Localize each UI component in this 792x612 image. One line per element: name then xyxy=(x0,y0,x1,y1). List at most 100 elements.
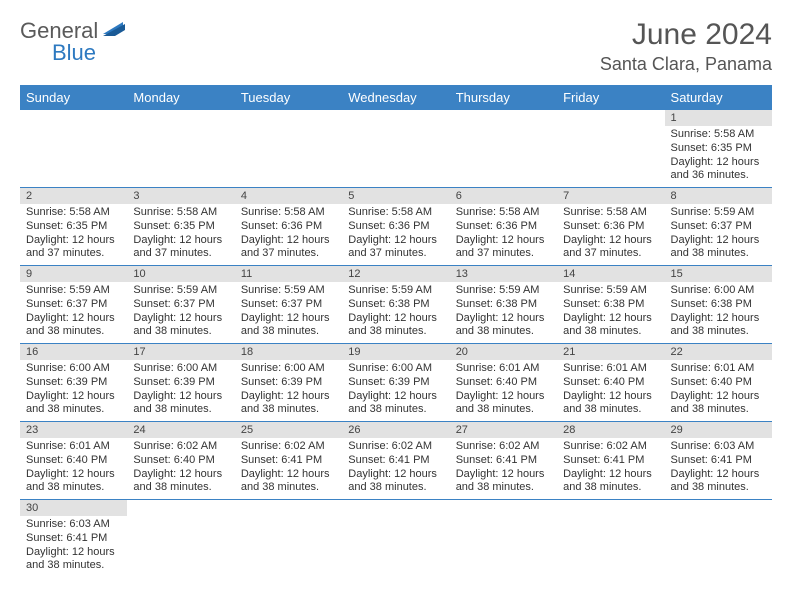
day-number: 18 xyxy=(235,344,342,360)
day-header: Monday xyxy=(127,85,234,110)
calendar-cell: 28Sunrise: 6:02 AMSunset: 6:41 PMDayligh… xyxy=(557,422,664,500)
sunset-line: Sunset: 6:36 PM xyxy=(456,220,551,234)
sunset-line: Sunset: 6:36 PM xyxy=(241,220,336,234)
daylight-line: Daylight: 12 hours and 38 minutes. xyxy=(133,312,228,340)
sunset-line: Sunset: 6:41 PM xyxy=(456,454,551,468)
day-details: Sunrise: 6:00 AMSunset: 6:38 PMDaylight:… xyxy=(665,282,772,343)
day-details: Sunrise: 5:58 AMSunset: 6:35 PMDaylight:… xyxy=(127,204,234,265)
day-number: 10 xyxy=(127,266,234,282)
sunset-line: Sunset: 6:38 PM xyxy=(563,298,658,312)
sunrise-line: Sunrise: 6:01 AM xyxy=(456,362,551,376)
day-details: Sunrise: 5:58 AMSunset: 6:36 PMDaylight:… xyxy=(235,204,342,265)
daylight-line: Daylight: 12 hours and 38 minutes. xyxy=(671,312,766,340)
calendar-cell: 16Sunrise: 6:00 AMSunset: 6:39 PMDayligh… xyxy=(20,344,127,422)
logo-text-blue: Blue xyxy=(52,40,131,66)
day-header: Saturday xyxy=(665,85,772,110)
month-title: June 2024 xyxy=(600,18,772,52)
sunset-line: Sunset: 6:40 PM xyxy=(671,376,766,390)
sunset-line: Sunset: 6:40 PM xyxy=(133,454,228,468)
calendar-cell xyxy=(342,500,449,578)
daylight-line: Daylight: 12 hours and 38 minutes. xyxy=(26,390,121,418)
calendar-cell: 25Sunrise: 6:02 AMSunset: 6:41 PMDayligh… xyxy=(235,422,342,500)
sunset-line: Sunset: 6:37 PM xyxy=(241,298,336,312)
day-details: Sunrise: 6:02 AMSunset: 6:41 PMDaylight:… xyxy=(342,438,449,499)
sunset-line: Sunset: 6:36 PM xyxy=(348,220,443,234)
day-number: 14 xyxy=(557,266,664,282)
calendar-cell: 26Sunrise: 6:02 AMSunset: 6:41 PMDayligh… xyxy=(342,422,449,500)
day-details: Sunrise: 6:02 AMSunset: 6:41 PMDaylight:… xyxy=(235,438,342,499)
sunrise-line: Sunrise: 5:59 AM xyxy=(26,284,121,298)
calendar-cell xyxy=(450,500,557,578)
daylight-line: Daylight: 12 hours and 38 minutes. xyxy=(348,468,443,496)
daylight-line: Daylight: 12 hours and 38 minutes. xyxy=(456,468,551,496)
sunset-line: Sunset: 6:40 PM xyxy=(456,376,551,390)
sunrise-line: Sunrise: 5:58 AM xyxy=(133,206,228,220)
day-number: 22 xyxy=(665,344,772,360)
daylight-line: Daylight: 12 hours and 38 minutes. xyxy=(563,390,658,418)
daylight-line: Daylight: 12 hours and 38 minutes. xyxy=(348,390,443,418)
day-number: 1 xyxy=(665,110,772,126)
sunset-line: Sunset: 6:41 PM xyxy=(26,532,121,546)
day-number: 8 xyxy=(665,188,772,204)
calendar-cell: 30Sunrise: 6:03 AMSunset: 6:41 PMDayligh… xyxy=(20,500,127,578)
day-header: Thursday xyxy=(450,85,557,110)
day-number: 11 xyxy=(235,266,342,282)
daylight-line: Daylight: 12 hours and 38 minutes. xyxy=(456,312,551,340)
day-number: 13 xyxy=(450,266,557,282)
daylight-line: Daylight: 12 hours and 36 minutes. xyxy=(671,156,766,184)
sunset-line: Sunset: 6:35 PM xyxy=(671,142,766,156)
day-details: Sunrise: 6:00 AMSunset: 6:39 PMDaylight:… xyxy=(342,360,449,421)
day-details: Sunrise: 5:59 AMSunset: 6:37 PMDaylight:… xyxy=(127,282,234,343)
day-number: 27 xyxy=(450,422,557,438)
day-details: Sunrise: 6:01 AMSunset: 6:40 PMDaylight:… xyxy=(665,360,772,421)
calendar-cell: 19Sunrise: 6:00 AMSunset: 6:39 PMDayligh… xyxy=(342,344,449,422)
calendar-cell xyxy=(557,110,664,188)
day-details: Sunrise: 6:00 AMSunset: 6:39 PMDaylight:… xyxy=(127,360,234,421)
daylight-line: Daylight: 12 hours and 38 minutes. xyxy=(671,390,766,418)
day-details: Sunrise: 5:59 AMSunset: 6:38 PMDaylight:… xyxy=(557,282,664,343)
sunrise-line: Sunrise: 6:02 AM xyxy=(348,440,443,454)
day-details: Sunrise: 6:02 AMSunset: 6:41 PMDaylight:… xyxy=(450,438,557,499)
location: Santa Clara, Panama xyxy=(600,54,772,75)
day-number: 15 xyxy=(665,266,772,282)
day-number: 12 xyxy=(342,266,449,282)
calendar-cell: 10Sunrise: 5:59 AMSunset: 6:37 PMDayligh… xyxy=(127,266,234,344)
daylight-line: Daylight: 12 hours and 38 minutes. xyxy=(456,390,551,418)
day-details: Sunrise: 6:01 AMSunset: 6:40 PMDaylight:… xyxy=(557,360,664,421)
logo: General Blue xyxy=(20,18,131,66)
sunset-line: Sunset: 6:37 PM xyxy=(133,298,228,312)
calendar-cell: 7Sunrise: 5:58 AMSunset: 6:36 PMDaylight… xyxy=(557,188,664,266)
sunset-line: Sunset: 6:37 PM xyxy=(26,298,121,312)
sunset-line: Sunset: 6:40 PM xyxy=(563,376,658,390)
sunset-line: Sunset: 6:38 PM xyxy=(456,298,551,312)
day-details: Sunrise: 5:58 AMSunset: 6:35 PMDaylight:… xyxy=(665,126,772,187)
day-header: Wednesday xyxy=(342,85,449,110)
calendar-cell xyxy=(235,110,342,188)
calendar-cell: 27Sunrise: 6:02 AMSunset: 6:41 PMDayligh… xyxy=(450,422,557,500)
day-details: Sunrise: 6:03 AMSunset: 6:41 PMDaylight:… xyxy=(665,438,772,499)
sunset-line: Sunset: 6:39 PM xyxy=(348,376,443,390)
day-number: 16 xyxy=(20,344,127,360)
day-details: Sunrise: 6:00 AMSunset: 6:39 PMDaylight:… xyxy=(235,360,342,421)
calendar-cell: 2Sunrise: 5:58 AMSunset: 6:35 PMDaylight… xyxy=(20,188,127,266)
sunrise-line: Sunrise: 6:01 AM xyxy=(563,362,658,376)
calendar-cell: 13Sunrise: 5:59 AMSunset: 6:38 PMDayligh… xyxy=(450,266,557,344)
sunset-line: Sunset: 6:38 PM xyxy=(671,298,766,312)
day-number: 6 xyxy=(450,188,557,204)
sunset-line: Sunset: 6:37 PM xyxy=(671,220,766,234)
day-header: Sunday xyxy=(20,85,127,110)
sunrise-line: Sunrise: 6:03 AM xyxy=(26,518,121,532)
day-number: 24 xyxy=(127,422,234,438)
sunset-line: Sunset: 6:41 PM xyxy=(348,454,443,468)
day-details: Sunrise: 5:59 AMSunset: 6:38 PMDaylight:… xyxy=(342,282,449,343)
calendar-cell xyxy=(342,110,449,188)
calendar-cell: 6Sunrise: 5:58 AMSunset: 6:36 PMDaylight… xyxy=(450,188,557,266)
calendar-cell xyxy=(450,110,557,188)
day-details: Sunrise: 5:59 AMSunset: 6:38 PMDaylight:… xyxy=(450,282,557,343)
calendar-cell: 22Sunrise: 6:01 AMSunset: 6:40 PMDayligh… xyxy=(665,344,772,422)
calendar-cell: 11Sunrise: 5:59 AMSunset: 6:37 PMDayligh… xyxy=(235,266,342,344)
sunrise-line: Sunrise: 6:02 AM xyxy=(456,440,551,454)
sunset-line: Sunset: 6:39 PM xyxy=(133,376,228,390)
calendar-cell xyxy=(557,500,664,578)
calendar-cell: 15Sunrise: 6:00 AMSunset: 6:38 PMDayligh… xyxy=(665,266,772,344)
